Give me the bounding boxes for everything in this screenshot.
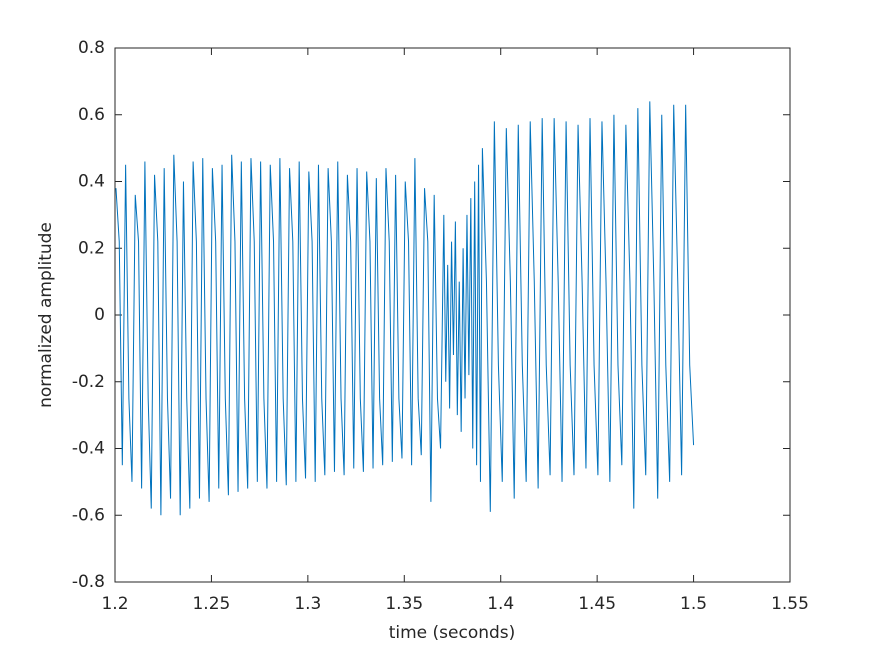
x-tick-label: 1.45: [578, 594, 616, 614]
waveform-line: [115, 101, 695, 516]
x-tick-label: 1.3: [294, 594, 321, 614]
x-tick-label: 1.4: [487, 594, 514, 614]
y-tick-label: -0.6: [72, 505, 105, 525]
x-tick-label: 1.5: [680, 594, 707, 614]
y-tick-label: -0.4: [72, 439, 105, 459]
y-tick-label: -0.2: [72, 372, 105, 392]
x-tick-label: 1.25: [192, 594, 230, 614]
x-tick-label: 1.2: [101, 594, 128, 614]
x-tick-label: 1.35: [385, 594, 423, 614]
y-tick-label: 0.6: [78, 105, 105, 125]
y-axis-label: normalized amplitude: [36, 222, 56, 408]
x-tick-label: 1.55: [771, 594, 809, 614]
x-axis-label: time (seconds): [389, 623, 516, 643]
y-tick-label: 0: [94, 305, 105, 325]
y-tick-label: 0.4: [78, 172, 105, 192]
y-tick-label: -0.8: [72, 572, 105, 592]
y-tick-label: 0.8: [78, 38, 105, 58]
y-tick-label: 0.2: [78, 238, 105, 258]
